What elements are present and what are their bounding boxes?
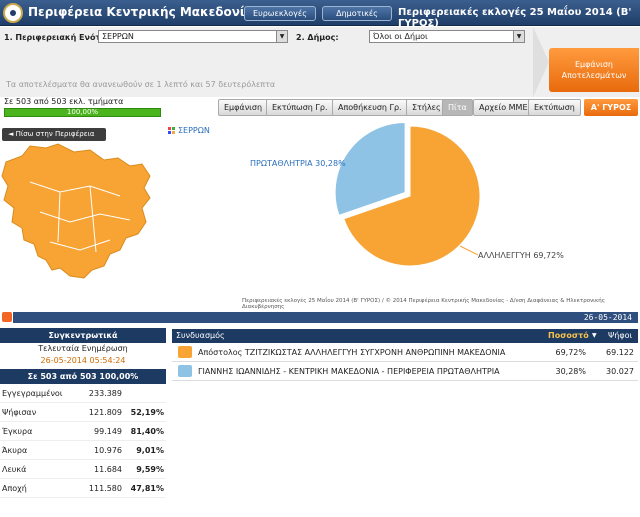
candidate-name: ΓΙΑΝΝΗΣ ΙΩΑΝΝΙΔΗΣ - ΚΕΝΤΡΙΚΗ ΜΑΚΕΔΟΝΙΑ -… — [198, 367, 500, 376]
summary-row-value: 99.149 — [94, 427, 122, 436]
summary-row-value: 11.684 — [94, 465, 122, 474]
chevron-down-icon: ▼ — [276, 31, 287, 42]
summary-title: Συγκεντρωτικά — [0, 328, 166, 343]
show-button[interactable]: Εμφάνιση — [218, 99, 269, 116]
grid-icon — [168, 127, 175, 134]
summary-row-label: Αποχή — [2, 484, 27, 493]
summary-stations: Σε 503 από 503 100,00% — [0, 369, 166, 384]
pie-button[interactable]: Πίτα — [442, 99, 473, 116]
summary-row-label: Ψήφισαν — [2, 408, 37, 417]
date-bar: 26-05-2014 — [13, 312, 638, 323]
summary-row-percent: 9,01% — [136, 446, 164, 455]
summary-row-label: Εγγεγραμμένοι — [2, 389, 63, 398]
municipality-select[interactable]: Όλοι οι Δήμοι ▼ — [369, 30, 525, 43]
summary-row-percent: 81,40% — [130, 427, 164, 436]
sort-desc-icon: ▼ — [592, 332, 597, 339]
municipal-elections-button[interactable]: Δημοτικές — [322, 6, 392, 21]
result-row[interactable]: Απόστολος ΤΖΙΤΖΙΚΩΣΤΑΣ ΑΛΛΗΛΕΓΓΥΗ ΣΥΓΧΡΟ… — [172, 343, 638, 362]
summary-row-label: Έγκυρα — [2, 427, 33, 436]
summary-row: Άκυρα 10.976 9,01% — [0, 441, 166, 460]
candidate-votes: 30.027 — [606, 367, 634, 376]
region-logo-icon — [3, 3, 23, 23]
summary-row-value: 121.809 — [88, 408, 122, 417]
col-percent[interactable]: Ποσοστό — [548, 331, 589, 340]
unit-select-value: ΣΕΡΡΩΝ — [102, 32, 134, 41]
unit-label: 1. Περιφερειακή Ενότ.: — [4, 33, 107, 42]
candidate-percent: 30,28% — [555, 367, 586, 376]
show-results-button[interactable]: Εμφάνιση Αποτελεσμάτων — [549, 48, 639, 92]
progress-bar: 100,00% — [4, 108, 161, 117]
leader-line — [337, 155, 361, 165]
summary-row-label: Λευκά — [2, 465, 27, 474]
summary-row-percent: 52,19% — [130, 408, 164, 417]
media-file-button[interactable]: Αρχείο ΜΜΕ — [473, 99, 534, 116]
last-update-value: 26-05-2014 05:54:24 — [40, 356, 126, 365]
chevron-down-icon: ▼ — [513, 31, 524, 42]
euro-elections-button[interactable]: Ευρωεκλογές — [244, 6, 316, 21]
back-to-region-button[interactable]: ◄ Πίσω στην Περιφέρεια — [2, 128, 106, 141]
summary-row: Εγγεγραμμένοι 233.389 — [0, 384, 166, 403]
candidate-name: Απόστολος ΤΖΙΤΖΙΚΩΣΤΑΣ ΑΛΛΗΛΕΓΓΥΗ ΣΥΓΧΡΟ… — [198, 348, 506, 357]
print-button[interactable]: Εκτύπωση — [528, 99, 581, 116]
result-row[interactable]: ΓΙΑΝΝΗΣ ΙΩΑΝΝΙΔΗΣ - ΚΕΝΤΡΙΚΗ ΜΑΚΕΔΟΝΙΑ -… — [172, 362, 638, 381]
last-update-label: Τελευταία Ενημέρωση — [38, 344, 128, 353]
summary-row-value: 233.389 — [88, 389, 122, 398]
col-combination: Συνδυασμός — [176, 331, 225, 340]
results-pie-chart: ΑΛΛΗΛΕΓΓΥΗ 69,72% ΠΡΩΤΑΘΛΗΤΡΙΑ 30,28% — [250, 122, 564, 267]
regional-unit-map[interactable] — [0, 142, 160, 292]
candidate-percent: 69,72% — [555, 348, 586, 357]
top-bar: Περιφέρεια Κεντρικής Μακεδονίας Ευρωεκλο… — [0, 0, 640, 29]
rss-icon[interactable] — [2, 312, 12, 322]
summary-row: Ψήφισαν 121.809 52,19% — [0, 403, 166, 422]
summary-panel: Συγκεντρωτικά Τελευταία Ενημέρωση 26-05-… — [0, 328, 166, 517]
summary-row: Αποχή 111.580 47,81% — [0, 479, 166, 498]
chart-footnote: Περιφερειακές εκλογές 25 Μαΐου 2014 (Β' … — [242, 298, 605, 310]
leader-line — [459, 245, 479, 256]
first-round-button[interactable]: Α' ΓΥΡΟΣ — [584, 99, 638, 116]
summary-row-value: 10.976 — [94, 446, 122, 455]
pie-slice-alliance[interactable] — [343, 125, 481, 267]
summary-row-percent: 9,59% — [136, 465, 164, 474]
party-logo-icon — [178, 365, 192, 377]
results-header: Συνδυασμός Ποσοστό ▼ Ψήφοι — [172, 329, 638, 343]
site-title: Περιφέρεια Κεντρικής Μακεδονίας — [28, 5, 260, 19]
municipality-label: 2. Δήμος: — [296, 33, 339, 42]
election-title: Περιφερειακές εκλογές 25 Μαΐου 2014 (Β' … — [398, 7, 632, 29]
columns-button[interactable]: Στήλες — [406, 99, 447, 116]
save-chart-button[interactable]: Αποθήκευση Γρ. — [332, 99, 408, 116]
results-table: Συνδυασμός Ποσοστό ▼ Ψήφοι Απόστολος ΤΖΙ… — [172, 329, 638, 381]
party-logo-icon — [178, 346, 192, 358]
summary-row-label: Άκυρα — [2, 446, 28, 455]
summary-row-value: 111.580 — [88, 484, 122, 493]
summary-row: Έγκυρα 99.149 81,40% — [0, 422, 166, 441]
update-note: Τα αποτελέσματα θα ανανεωθούν σε 1 λεπτό… — [6, 80, 276, 89]
col-votes[interactable]: Ψήφοι — [608, 331, 633, 340]
slice-label-alliance: ΑΛΛΗΛΕΓΓΥΗ 69,72% — [478, 251, 564, 260]
pie-slice-champion[interactable] — [334, 122, 406, 216]
print-chart-button[interactable]: Εκτύπωση Γρ. — [266, 99, 334, 116]
unit-select[interactable]: ΣΕΡΡΩΝ ▼ — [98, 30, 288, 43]
stations-counter: Σε 503 από 503 εκλ. τμήματα — [4, 97, 124, 106]
municipality-select-value: Όλοι οι Δήμοι — [373, 32, 428, 41]
slice-label-champion: ΠΡΩΤΑΘΛΗΤΡΙΑ 30,28% — [250, 159, 346, 168]
area-name: ΣΕΡΡΩΝ — [178, 126, 210, 135]
summary-row: Λευκά 11.684 9,59% — [0, 460, 166, 479]
candidate-votes: 69.122 — [606, 348, 634, 357]
summary-row-percent: 47,81% — [130, 484, 164, 493]
